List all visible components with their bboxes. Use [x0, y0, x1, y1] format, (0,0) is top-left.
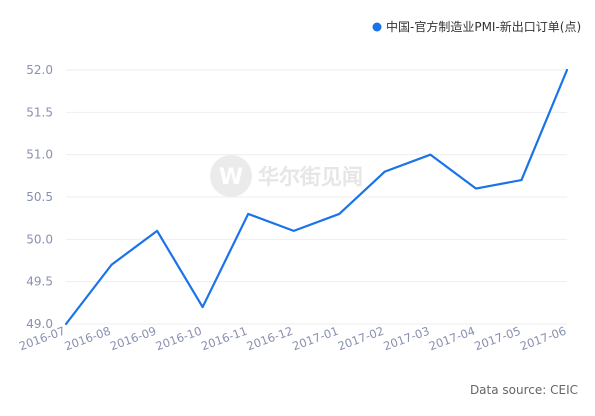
- y-tick-label: 49.0: [26, 317, 53, 331]
- y-tick-label: 51.0: [26, 148, 53, 162]
- x-tick-label: 2017-02: [336, 324, 386, 354]
- x-tick-label: 2017-03: [381, 324, 431, 354]
- watermark-logo-icon: [210, 155, 252, 197]
- data-source-label: Data source: CEIC: [470, 383, 578, 397]
- x-tick-label: 2017-06: [518, 324, 568, 354]
- x-tick-label: 2016-10: [154, 324, 204, 354]
- x-tick-label: 2016-08: [63, 324, 113, 354]
- y-tick-label: 52.0: [26, 63, 53, 77]
- watermark-text: 华尔街见闻: [258, 165, 363, 189]
- x-axis-ticks: 2016-072016-082016-092016-102016-112016-…: [17, 324, 568, 354]
- y-tick-label: 50.5: [26, 190, 53, 204]
- x-tick-label: 2016-12: [245, 324, 295, 354]
- x-tick-label: 2017-01: [290, 324, 340, 354]
- x-tick-label: 2016-11: [199, 324, 249, 354]
- watermark-logo-letter: W: [219, 165, 243, 190]
- legend[interactable]: 中国-官方制造业PMI-新出口订单(点): [372, 19, 582, 34]
- x-tick-label: 2016-09: [108, 324, 158, 354]
- series-line: [64, 68, 569, 326]
- legend-marker: [372, 22, 382, 32]
- series-lines: [64, 68, 569, 326]
- watermark: W 华尔街见闻: [210, 155, 363, 197]
- y-tick-label: 50.0: [26, 232, 53, 246]
- x-tick-label: 2017-04: [427, 324, 477, 354]
- legend-label: 中国-官方制造业PMI-新出口订单(点): [386, 19, 581, 34]
- y-axis-ticks: 49.0 49.5 50.0 50.5 51.0 51.5 52.0: [26, 63, 53, 331]
- y-tick-label: 51.5: [26, 105, 53, 119]
- x-tick-label: 2017-05: [473, 324, 523, 354]
- y-tick-label: 49.5: [26, 275, 53, 289]
- grid-lines: [66, 69, 567, 325]
